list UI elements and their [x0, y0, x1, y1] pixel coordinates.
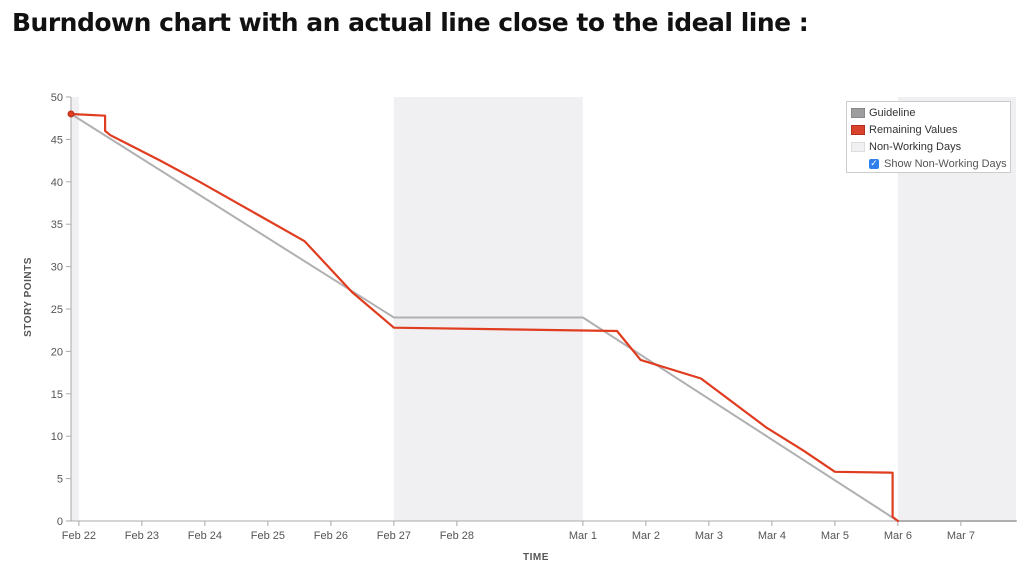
- legend-label: Non-Working Days: [869, 141, 962, 153]
- x-tick-label: Feb 28: [440, 530, 474, 542]
- y-tick-label: 50: [51, 92, 63, 104]
- x-tick-label: Feb 26: [314, 530, 348, 542]
- y-tick-label: 45: [51, 134, 63, 146]
- y-tick-label: 35: [51, 219, 63, 231]
- x-tick-label: Feb 27: [377, 530, 411, 542]
- y-tick-label: 10: [51, 431, 63, 443]
- remaining-values-swatch: [851, 125, 865, 135]
- y-tick-label: 30: [51, 262, 63, 274]
- remaining-values-point[interactable]: [67, 110, 75, 118]
- page-title: Burndown chart with an actual line close…: [12, 8, 809, 37]
- non-working-band: [71, 97, 79, 521]
- remaining-values-line: [69, 112, 900, 523]
- x-tick-label: Feb 22: [62, 530, 96, 542]
- x-tick-label: Mar 3: [695, 530, 723, 542]
- legend-label: Guideline: [869, 107, 916, 119]
- show-non-working-days-toggle[interactable]: ✓ Show Non-Working Days: [869, 157, 1007, 171]
- x-tick-label: Feb 25: [251, 530, 285, 542]
- checkbox-label: Show Non-Working Days: [884, 158, 1007, 170]
- y-tick-label: 40: [51, 177, 63, 189]
- x-tick-label: Feb 23: [125, 530, 159, 542]
- y-tick-label: 25: [51, 304, 63, 316]
- x-tick-label: Mar 1: [569, 530, 597, 542]
- legend-label: Remaining Values: [869, 124, 958, 136]
- y-tick-label: 5: [57, 474, 63, 486]
- series-lines: [67, 110, 1017, 523]
- x-tick-label: Mar 4: [758, 530, 786, 542]
- y-tick-label: 0: [57, 516, 63, 528]
- legend: Guideline Remaining Values Non-Working D…: [846, 101, 1011, 173]
- legend-item-remaining-values[interactable]: Remaining Values: [851, 123, 957, 137]
- x-tick-label: Mar 7: [947, 530, 975, 542]
- x-axis-title: TIME: [523, 552, 549, 563]
- y-tick-label: 20: [51, 346, 63, 358]
- x-ticks: Feb 22 Feb 23 Feb 24 Feb 25 Feb 26 Feb 27 Feb …: [62, 521, 975, 542]
- non-working-band: [393, 97, 583, 521]
- x-tick-label: Mar 2: [632, 530, 660, 542]
- checkbox-checked-icon[interactable]: ✓: [869, 159, 879, 169]
- guideline-swatch: [851, 108, 865, 118]
- guideline-line: [70, 113, 1017, 522]
- x-tick-label: Mar 5: [821, 530, 849, 542]
- legend-item-non-working-days[interactable]: Non-Working Days: [851, 140, 961, 154]
- x-tick-label: Feb 24: [188, 530, 222, 542]
- y-tick-label: 15: [51, 389, 63, 401]
- y-ticks: 0 5 10 15 20 25 30 35 40 45 50: [51, 92, 71, 528]
- y-axis-title: STORY POINTS: [23, 257, 34, 337]
- non-working-days-swatch: [851, 142, 865, 152]
- legend-item-guideline[interactable]: Guideline: [851, 106, 915, 120]
- x-tick-label: Mar 6: [884, 530, 912, 542]
